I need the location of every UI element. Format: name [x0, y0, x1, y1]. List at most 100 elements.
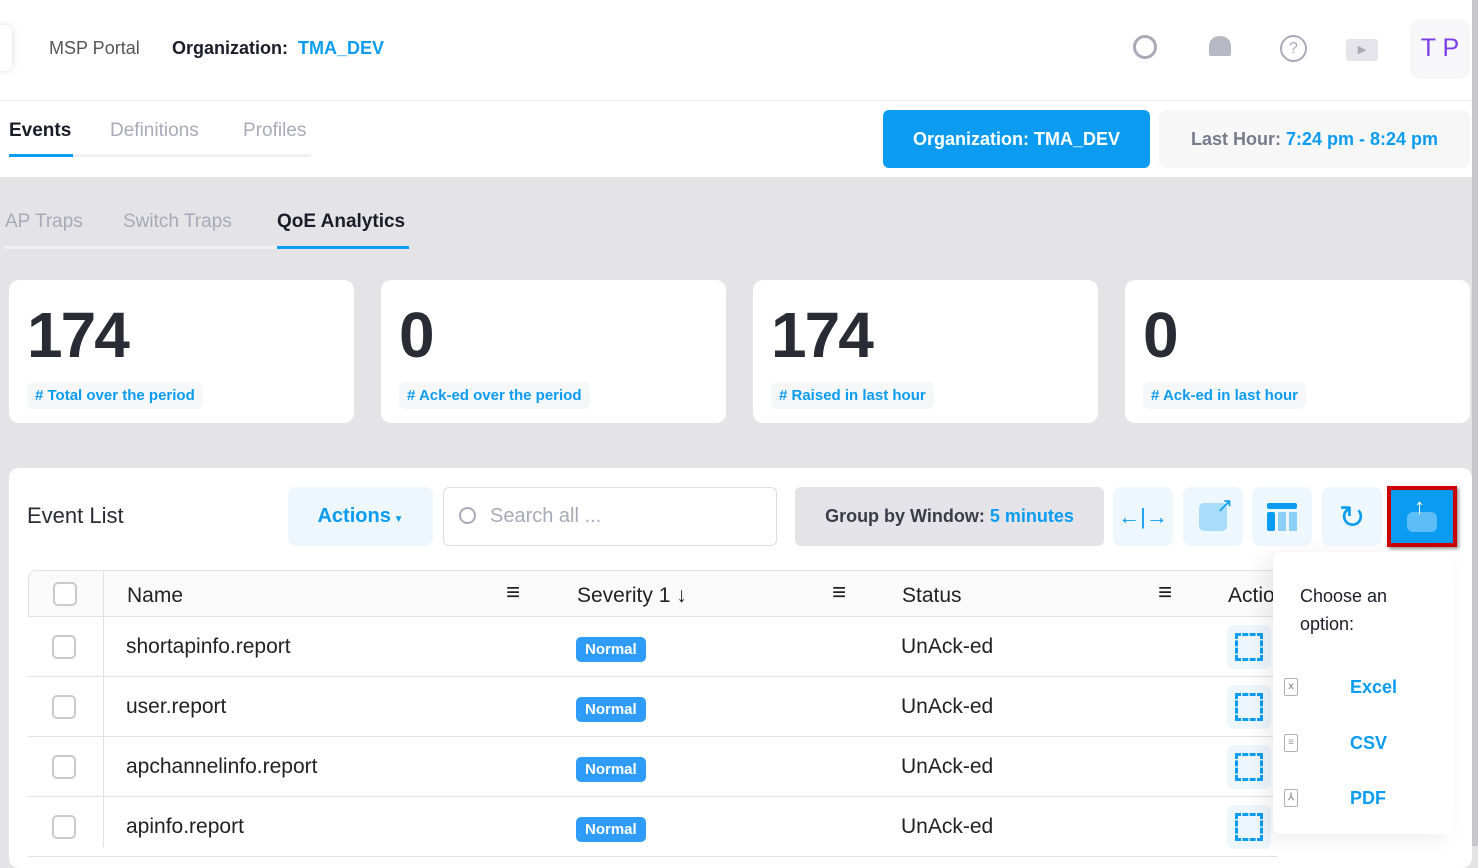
csv-file-icon: ≡: [1284, 734, 1298, 752]
table-header: Name ≡ Severity 1 ↓ ≡ Status ≡ Actio: [28, 570, 1278, 847]
export-menu: Choose an option:: [1273, 552, 1453, 834]
severity-badge: Normal: [576, 757, 646, 782]
help-icon[interactable]: ?: [1280, 35, 1307, 62]
export-excel-option[interactable]: x Excel: [1284, 677, 1398, 698]
stat-value: 174: [27, 299, 130, 371]
stat-label: # Raised in last hour: [771, 382, 934, 409]
caret-down-icon: ▼: [390, 514, 404, 525]
row-checkbox[interactable]: [52, 695, 76, 719]
bell-icon[interactable]: [1209, 36, 1231, 56]
expand-row-icon[interactable]: [1227, 745, 1271, 789]
top-bar: MSP Portal Organization: TMA_DEV ? ▶ T P: [0, 0, 1472, 101]
table-row[interactable]: user.report Normal UnAck-ed: [28, 677, 1278, 737]
tab-events[interactable]: Events: [9, 120, 72, 141]
scrollbar[interactable]: [1472, 0, 1478, 846]
group-by-window-button[interactable]: Group by Window: 5 minutes: [795, 487, 1104, 546]
stat-label: # Total over the period: [27, 382, 203, 409]
stat-card-total: 174 # Total over the period: [9, 280, 354, 423]
export-menu-title: Choose an option:: [1300, 586, 1388, 634]
active-subtab-indicator: [277, 246, 409, 249]
subtab-track: [4, 246, 409, 249]
event-name[interactable]: user.report: [126, 695, 227, 718]
option-label: CSV: [1350, 733, 1388, 753]
column-header-status[interactable]: Status: [902, 584, 962, 607]
event-status: UnAck-ed: [901, 695, 994, 718]
group-value: 5 minutes: [989, 506, 1074, 526]
event-list-title: Event List: [27, 503, 124, 528]
severity-badge: Normal: [576, 817, 646, 842]
refresh-icon: ↻: [1338, 498, 1366, 535]
org-label: Organization:: [172, 38, 288, 58]
severity-label: Severity: [577, 584, 653, 607]
stat-value: 174: [771, 299, 874, 371]
search-icon[interactable]: [1133, 35, 1157, 59]
column-menu-icon[interactable]: ≡: [506, 579, 521, 606]
refresh-button[interactable]: ↻: [1322, 487, 1382, 546]
sort-index: 1: [658, 584, 671, 607]
external-link-icon: ↗: [1199, 495, 1233, 531]
column-menu-icon[interactable]: ≡: [1158, 579, 1173, 606]
export-button[interactable]: ↑: [1387, 486, 1457, 547]
time-range-button[interactable]: Last Hour: 7:24 pm - 8:24 pm: [1159, 110, 1470, 168]
organization-button[interactable]: Organization: TMA_DEV: [883, 110, 1150, 168]
tab-track: [9, 154, 311, 157]
arrows-horizontal-icon: ←|→: [1118, 503, 1168, 529]
event-name[interactable]: apchannelinfo.report: [126, 755, 318, 778]
events-tab-bar: Events Definitions Profiles Organization…: [0, 101, 1472, 177]
group-label: Group by Window:: [825, 506, 985, 526]
tab-switch-traps[interactable]: Switch Traps: [123, 211, 232, 232]
severity-badge: Normal: [576, 697, 646, 722]
severity-badge: Normal: [576, 637, 646, 662]
column-header-severity[interactable]: Severity 1 ↓: [577, 584, 687, 608]
column-header-actions[interactable]: Actio: [1228, 584, 1275, 607]
option-label: PDF: [1350, 788, 1386, 808]
select-all-checkbox[interactable]: [53, 582, 77, 606]
open-external-button[interactable]: ↗: [1183, 487, 1243, 546]
event-status: UnAck-ed: [901, 635, 994, 658]
time-range-value: 7:24 pm - 8:24 pm: [1285, 129, 1439, 149]
export-pdf-option[interactable]: ⅄ PDF: [1284, 788, 1386, 809]
export-csv-option[interactable]: ≡ CSV: [1284, 733, 1388, 754]
stat-value: 0: [399, 299, 435, 371]
event-status: UnAck-ed: [901, 815, 994, 838]
stat-label: # Ack-ed in last hour: [1143, 382, 1306, 409]
expand-columns-button[interactable]: ←|→: [1113, 487, 1173, 546]
actions-dropdown[interactable]: Actions ▼: [288, 487, 433, 546]
org-value[interactable]: TMA_DEV: [298, 38, 385, 58]
pdf-file-icon: ⅄: [1284, 789, 1298, 807]
expand-row-icon[interactable]: [1227, 625, 1271, 669]
table-row[interactable]: shortapinfo.report Normal UnAck-ed: [28, 617, 1278, 677]
row-checkbox[interactable]: [52, 815, 76, 839]
tab-ap-traps[interactable]: AP Traps: [5, 211, 83, 232]
search-input[interactable]: Search all ...: [443, 487, 777, 546]
tab-qoe-analytics[interactable]: QoE Analytics: [277, 211, 406, 232]
avatar[interactable]: T P: [1410, 19, 1470, 79]
stat-card-acked: 0 # Ack-ed over the period: [381, 280, 726, 423]
video-icon[interactable]: ▶: [1346, 39, 1378, 61]
event-name[interactable]: apinfo.report: [126, 815, 244, 838]
columns-icon: [1267, 502, 1297, 531]
tab-profiles[interactable]: Profiles: [243, 120, 307, 141]
upload-icon: ↑: [1407, 494, 1437, 532]
sidebar-toggle[interactable]: [0, 25, 12, 71]
stat-label: # Ack-ed over the period: [399, 382, 590, 409]
stat-value: 0: [1143, 299, 1179, 371]
portal-name[interactable]: MSP Portal: [49, 38, 140, 58]
search-icon: [459, 507, 476, 524]
column-menu-icon[interactable]: ≡: [832, 579, 847, 606]
row-checkbox[interactable]: [52, 755, 76, 779]
table-row[interactable]: apchannelinfo.report Normal UnAck-ed: [28, 737, 1278, 797]
columns-button[interactable]: [1252, 487, 1312, 546]
option-label: Excel: [1350, 677, 1398, 697]
tab-definitions[interactable]: Definitions: [110, 120, 199, 141]
table-row[interactable]: apinfo.report Normal UnAck-ed: [28, 797, 1278, 857]
time-range-label: Last Hour:: [1190, 129, 1281, 149]
expand-row-icon[interactable]: [1227, 685, 1271, 729]
stat-card-acked-last-hour: 0 # Ack-ed in last hour: [1125, 280, 1470, 423]
search-placeholder: Search all ...: [490, 505, 602, 527]
row-checkbox[interactable]: [52, 635, 76, 659]
event-name[interactable]: shortapinfo.report: [126, 635, 291, 658]
expand-row-icon[interactable]: [1227, 805, 1271, 849]
column-header-name[interactable]: Name: [127, 584, 184, 607]
actions-label: Actions: [317, 505, 391, 527]
